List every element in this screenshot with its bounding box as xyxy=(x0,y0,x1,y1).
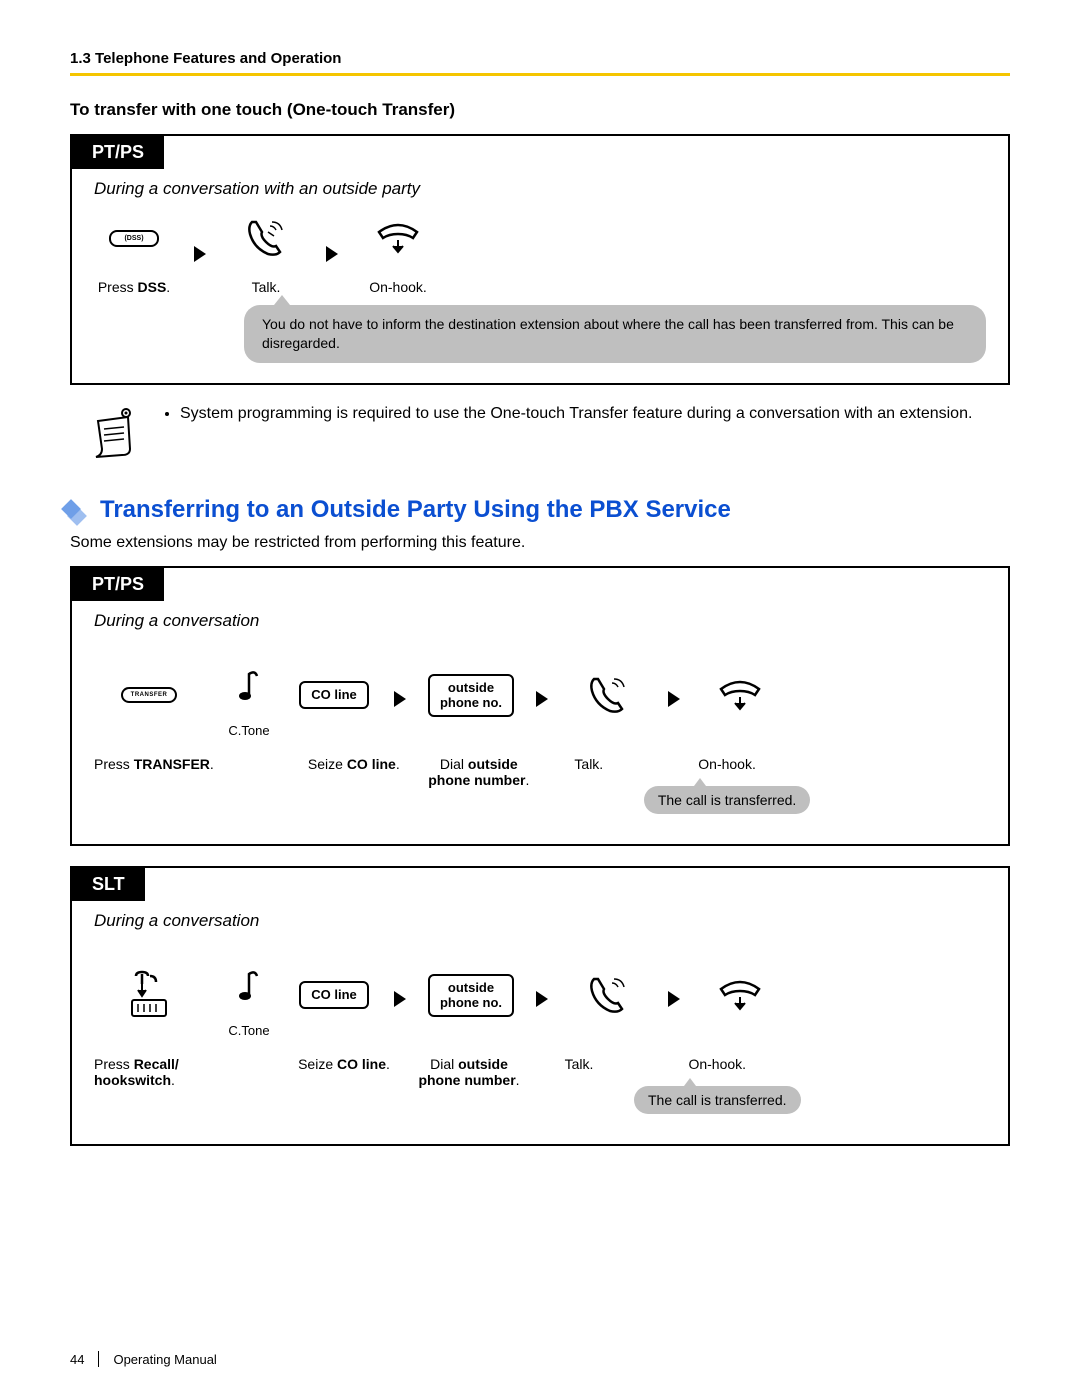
arrow-icon xyxy=(668,691,680,707)
onhook-icon xyxy=(373,218,423,258)
procedure-box-slt: SLT During a conversation xyxy=(70,866,1010,1146)
step-coline3: CO line xyxy=(294,970,374,1028)
out3-l1: outside xyxy=(448,980,494,995)
step-coline: CO line xyxy=(294,670,374,728)
cap-seize3: Seize CO line. xyxy=(294,1056,394,1072)
page-number: 44 xyxy=(70,1352,84,1367)
outside3-box: outside phone no. xyxy=(428,974,514,1017)
box2-bubble-text: The call is transferred. xyxy=(658,792,797,808)
arrow-icon xyxy=(668,991,680,1007)
handset-talk-icon xyxy=(586,973,630,1017)
talk-caption: Talk. xyxy=(252,279,281,295)
cap-seize: Seize CO line. xyxy=(304,756,404,772)
box3-context: During a conversation xyxy=(94,911,986,931)
ctone-icon xyxy=(235,966,263,1006)
step-onhook3 xyxy=(700,970,780,1028)
onhook-icon xyxy=(715,975,765,1015)
arrow-icon xyxy=(194,246,206,262)
box1-context: During a conversation with an outside pa… xyxy=(94,179,986,199)
coline-box: CO line xyxy=(299,681,369,709)
note-icon xyxy=(90,405,140,461)
dss-pre: Press xyxy=(98,279,138,295)
cap-talk2: Talk. xyxy=(554,756,624,772)
subheading-one-touch: To transfer with one touch (One-touch Tr… xyxy=(70,100,1010,120)
blue-heading: Transferring to an Outside Party Using t… xyxy=(70,496,1010,524)
cap-onhook3: On-hook. xyxy=(634,1056,801,1072)
transfer-key-icon: TRANSFER xyxy=(121,687,178,703)
step-outside3: outside phone no. xyxy=(426,970,516,1028)
arrow-icon xyxy=(394,691,406,707)
outside-l1: outside xyxy=(448,680,494,695)
box2-context: During a conversation xyxy=(94,611,986,631)
handset-talk-icon xyxy=(586,673,630,717)
arrow-icon xyxy=(326,246,338,262)
out3-l2: phone no. xyxy=(440,995,502,1010)
procedure-box-one-touch: PT/PS During a conversation with an outs… xyxy=(70,134,1010,385)
step-onhook2 xyxy=(700,670,780,728)
cap-dial: Dial outsidephone number. xyxy=(424,756,534,788)
box1-bubble: You do not have to inform the destinatio… xyxy=(244,305,986,363)
step-dss: (DSS) Press DSS. xyxy=(94,213,174,295)
step-talk: Talk. xyxy=(226,213,306,295)
dss-post: . xyxy=(166,279,170,295)
coline3-box: CO line xyxy=(299,981,369,1009)
cap-talk3: Talk. xyxy=(544,1056,614,1072)
footer-title: Operating Manual xyxy=(113,1352,216,1367)
arrow-icon xyxy=(394,991,406,1007)
cap-transfer: Press TRANSFER. xyxy=(94,756,214,772)
step-recall xyxy=(94,970,204,1028)
ctone-label: C.Tone xyxy=(228,723,269,738)
step-outside-no: outside phone no. xyxy=(426,670,516,728)
page-footer: 44 Operating Manual xyxy=(70,1351,217,1367)
dss-key-icon: (DSS) xyxy=(109,230,159,247)
blue-heading-text: Transferring to an Outside Party Using t… xyxy=(100,496,731,524)
header-rule xyxy=(70,73,1010,76)
cap-onhook2: On-hook. xyxy=(644,756,811,772)
box3-bubble-text: The call is transferred. xyxy=(648,1092,787,1108)
box1-bubble-text: You do not have to inform the destinatio… xyxy=(262,316,954,351)
arrow-icon xyxy=(536,691,548,707)
step-talk2 xyxy=(568,670,648,728)
section-header: 1.3 Telephone Features and Operation xyxy=(70,50,1010,67)
ctone-icon xyxy=(235,666,263,706)
note-bullet: System programming is required to use th… xyxy=(180,405,1010,423)
footer-divider xyxy=(98,1351,99,1367)
box3-tab: SLT xyxy=(72,868,145,901)
procedure-box-ptps: PT/PS During a conversation TRANSFER C.T… xyxy=(70,566,1010,846)
intro-line: Some extensions may be restricted from p… xyxy=(70,534,1010,552)
dss-bold: DSS xyxy=(138,279,167,295)
step-ctone: C.Tone xyxy=(224,661,274,738)
hookswitch-icon xyxy=(124,970,174,1020)
cap-recall: Press Recall/ hookswitch. xyxy=(94,1056,204,1088)
onhook-icon xyxy=(715,675,765,715)
outside-l2: phone no. xyxy=(440,695,502,710)
box1-tab: PT/PS xyxy=(72,136,164,169)
handset-talk-icon xyxy=(244,216,288,260)
step-ctone3: C.Tone xyxy=(224,961,274,1038)
step-transfer: TRANSFER xyxy=(94,670,204,728)
ctone3-label: C.Tone xyxy=(228,1023,269,1038)
box2-tab: PT/PS xyxy=(72,568,164,601)
onhook-caption: On-hook. xyxy=(369,279,427,295)
cap-dial3: Dial outsidephone number. xyxy=(414,1056,524,1088)
outside-box: outside phone no. xyxy=(428,674,514,717)
step-onhook: On-hook. xyxy=(358,213,438,295)
box2-bubble: The call is transferred. xyxy=(644,786,811,814)
arrow-icon xyxy=(536,991,548,1007)
note-row: System programming is required to use th… xyxy=(90,405,1010,466)
box3-bubble: The call is transferred. xyxy=(634,1086,801,1114)
step-talk3 xyxy=(568,970,648,1028)
